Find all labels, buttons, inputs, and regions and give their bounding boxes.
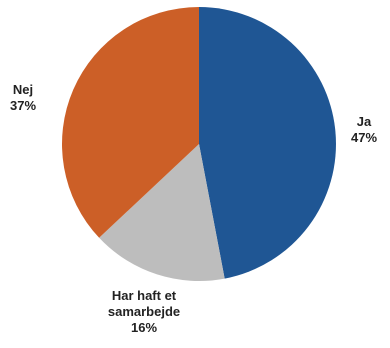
pie-slice-har-haft-et-samarbejde [99,144,225,281]
slice-label-ja: Ja 47% [351,114,377,145]
pie-slice-nej [62,7,199,238]
pie-slice-ja [199,7,336,279]
slices-layer [62,7,336,281]
slice-label-har-haft-et-samarbejde: Har haft et samarbejde 16% [108,288,180,335]
labels-layer: Ja 47% Har haft et samarbejde 16% Nej 37% [10,82,377,335]
slice-label-nej: Nej 37% [10,82,36,113]
